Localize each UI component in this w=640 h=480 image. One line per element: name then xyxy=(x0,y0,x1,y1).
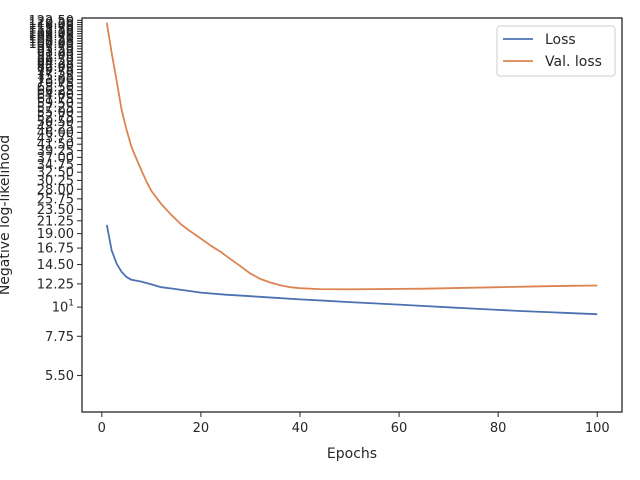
y-tick-label: 91.00 xyxy=(37,48,74,63)
x-axis-ticks: 0 20 40 60 80 100 xyxy=(98,412,610,436)
y-tick-label: 113.50 xyxy=(29,23,75,38)
y-tick-label: 77.50 xyxy=(37,66,74,81)
y-tick-label: 120.25 xyxy=(29,16,75,31)
y-tick-label: 111.25 xyxy=(29,25,75,40)
y-tick-label: 12.25 xyxy=(37,277,74,292)
x-tick-label: 0 xyxy=(98,421,106,436)
y-tick-label: 16.75 xyxy=(37,242,74,257)
y-tick-label: 82.00 xyxy=(37,60,74,75)
y-tick-label: 39.25 xyxy=(37,144,74,159)
y-tick-label: 106.75 xyxy=(29,30,75,45)
y-tick-label: 21.25 xyxy=(37,214,74,229)
y-tick-label: 122.50 xyxy=(29,14,75,29)
series-line-val-loss xyxy=(105,22,598,291)
y-tick-label: 48.25 xyxy=(37,120,74,135)
y-tick-label: 28.00 xyxy=(37,183,74,198)
y-tick-label: 118.00 xyxy=(29,18,75,33)
y-tick-label: 100.00 xyxy=(29,37,75,52)
y-tick-label: 102.25 xyxy=(29,34,75,49)
x-tick-label: 80 xyxy=(490,421,507,436)
y-tick-label: 5.50 xyxy=(45,369,74,384)
y-tick-label: 73.00 xyxy=(37,73,74,88)
y-tick-label: 50.50 xyxy=(37,115,74,130)
y-tick-label: 14.50 xyxy=(37,258,74,273)
x-tick-label: 60 xyxy=(391,421,408,436)
y-tick-label: 115.75 xyxy=(29,20,75,35)
legend-label-val-loss: Val. loss xyxy=(545,54,602,70)
y-tick-label: 97.75 xyxy=(37,40,74,55)
x-tick-label: 40 xyxy=(292,421,309,436)
plot-area xyxy=(81,17,623,413)
y-tick-label: 75.25 xyxy=(37,70,74,85)
y-tick-label: 25.75 xyxy=(37,192,74,207)
y-tick-label: 86.50 xyxy=(37,54,74,69)
legend-label-loss: Loss xyxy=(545,32,576,48)
y-tick-label: 61.75 xyxy=(37,92,74,107)
y-tick-label: 57.25 xyxy=(37,101,74,116)
y-tick-label: 104.50 xyxy=(29,32,75,47)
y-tick-label: 101 xyxy=(52,299,74,316)
y-tick-label: 30.25 xyxy=(37,174,74,189)
y-tick-label: 46.00 xyxy=(37,126,74,141)
y-tick-label: 32.50 xyxy=(37,166,74,181)
y-tick-label: 64.00 xyxy=(37,88,74,103)
y-tick-label: 70.75 xyxy=(37,77,74,92)
x-axis-label: Epochs xyxy=(327,446,377,462)
y-tick-label: 88.75 xyxy=(37,51,74,66)
y-tick-label: 41.50 xyxy=(37,138,74,153)
y-axis-label: Negative log-likelihood xyxy=(0,135,13,295)
y-tick-label: 34.75 xyxy=(37,158,74,173)
y-tick-label: 84.25 xyxy=(37,57,74,72)
y-tick-label: 95.50 xyxy=(37,42,74,57)
legend: Loss Val. loss xyxy=(496,25,616,77)
y-tick-label: 59.50 xyxy=(37,96,74,111)
y-tick-label: 23.50 xyxy=(37,203,74,218)
y-tick-label: 93.25 xyxy=(37,45,74,60)
y-tick-label: 52.75 xyxy=(37,110,74,125)
y-tick-label: 68.50 xyxy=(37,80,74,95)
y-tick-label: 66.25 xyxy=(37,84,74,99)
y-tick-label: 79.75 xyxy=(37,63,74,78)
y-tick-label: 37.00 xyxy=(37,151,74,166)
y-axis-ticks: 5.50 7.75 101 12.25 14.5016.7519.0021.2523.5… xyxy=(29,14,82,384)
y-tick-label: 109.00 xyxy=(29,27,75,42)
series-layer xyxy=(105,22,598,316)
x-tick-label: 20 xyxy=(193,421,210,436)
x-tick-label: 100 xyxy=(585,421,610,436)
series-line-loss xyxy=(105,224,598,316)
y-tick-label: 55.00 xyxy=(37,105,74,120)
y-tick-label: 19.00 xyxy=(37,227,74,242)
y-tick-label: 7.75 xyxy=(45,330,74,345)
y-tick-label: 43.75 xyxy=(37,132,74,147)
